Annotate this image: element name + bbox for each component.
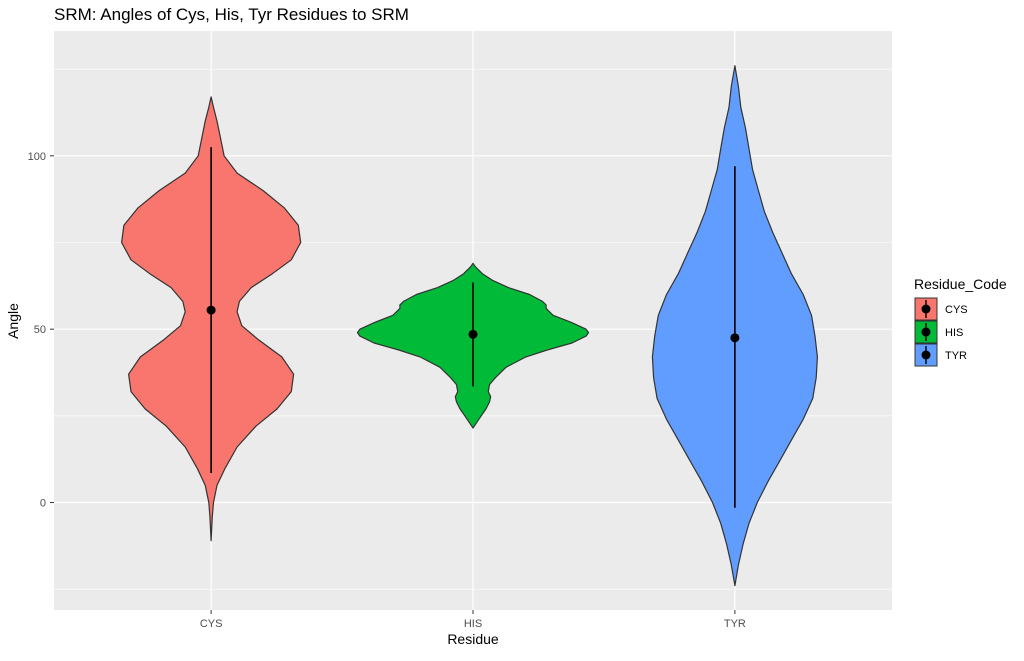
x-axis-label: Residue (447, 631, 499, 647)
summary-mean-cys (206, 305, 216, 315)
legend-item-tyr: TYR (914, 343, 967, 367)
x-tick-label: HIS (464, 618, 482, 630)
summary-mean-tyr (730, 333, 740, 343)
legend-key-point (921, 304, 931, 314)
legend-item-cys: CYS (914, 297, 968, 321)
y-tick-label: 50 (34, 324, 46, 336)
legend-label: TYR (945, 350, 967, 362)
legend-item-his: HIS (914, 320, 963, 344)
summary-mean-his (468, 329, 478, 339)
x-tick-label: CYS (200, 618, 223, 630)
chart-title: SRM: Angles of Cys, His, Tyr Residues to… (54, 5, 409, 24)
legend-label: CYS (945, 304, 968, 316)
legend-key-point (921, 350, 931, 360)
y-tick-label: 0 (40, 498, 46, 510)
legend-items: CYS HIS TYR (914, 297, 968, 367)
legend-title: Residue_Code (914, 276, 1007, 292)
axes: 0 50 100 CYS HIS TYR (28, 151, 746, 630)
legend: Residue_Code CYS HIS TYR (914, 276, 1007, 367)
legend-label: HIS (945, 327, 963, 339)
x-tick-label: TYR (724, 618, 746, 630)
y-tick-label: 100 (28, 151, 46, 163)
legend-key-point (921, 327, 931, 337)
summary-markers (206, 147, 740, 508)
y-axis-label: Angle (5, 303, 21, 339)
